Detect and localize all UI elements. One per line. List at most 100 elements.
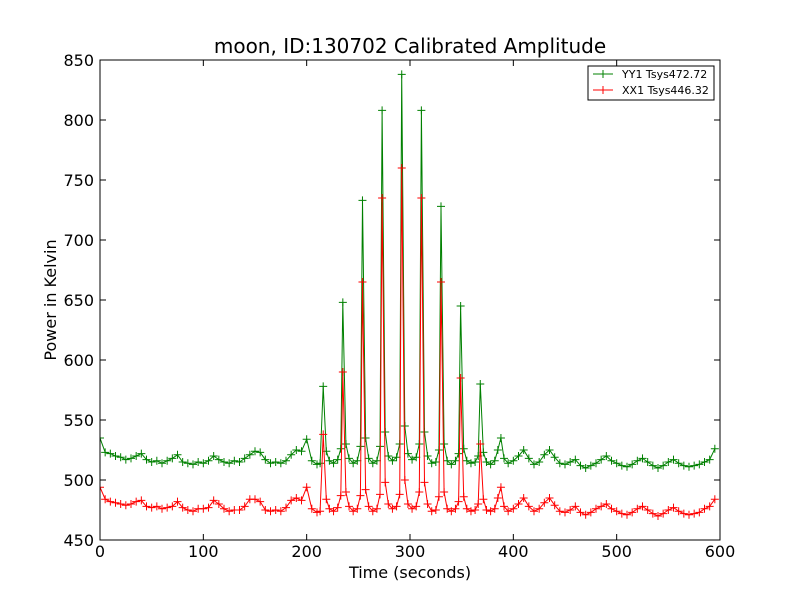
data-point — [199, 459, 208, 468]
data-point — [566, 506, 575, 514]
data-point — [364, 454, 373, 463]
data-point — [142, 502, 151, 511]
data-point — [592, 459, 600, 468]
data-point — [500, 502, 509, 511]
data-point — [524, 502, 533, 511]
data-point — [349, 459, 358, 468]
data-point — [121, 501, 130, 510]
data-point — [361, 485, 370, 494]
data-point — [158, 504, 166, 513]
data-point — [412, 453, 421, 462]
data-point — [607, 456, 616, 465]
legend-entry-xx1: XX1 Tsys446.32 — [593, 84, 709, 97]
data-point — [297, 447, 306, 456]
data-point — [423, 452, 432, 460]
data-point — [132, 497, 141, 506]
data-point — [669, 455, 678, 464]
data-point — [111, 498, 120, 507]
y-tick-label: 650 — [63, 291, 94, 310]
data-point — [106, 449, 115, 458]
data-point — [471, 458, 480, 466]
data-point — [168, 502, 177, 511]
data-point — [230, 456, 239, 465]
data-point — [336, 491, 345, 500]
data-point — [456, 302, 465, 310]
data-point — [566, 458, 575, 466]
data-point — [482, 506, 491, 514]
data-point — [633, 504, 642, 513]
data-point — [443, 456, 452, 465]
data-point — [225, 507, 234, 516]
data-point — [519, 494, 528, 502]
data-point — [524, 454, 533, 463]
data-point — [292, 494, 301, 502]
data-point — [648, 461, 657, 470]
data-point — [617, 461, 626, 470]
data-point — [476, 440, 485, 448]
data-point — [597, 455, 606, 464]
data-point — [271, 506, 280, 514]
x-tick-label: 500 — [601, 542, 632, 561]
data-point — [194, 458, 203, 466]
data-point — [333, 503, 342, 512]
data-point — [654, 512, 662, 520]
data-point — [245, 450, 254, 459]
data-point — [372, 456, 381, 465]
legend: YY1 Tsys472.72 XX1 Tsys446.32 — [587, 65, 715, 101]
data-point — [341, 440, 350, 448]
data-point — [329, 507, 338, 516]
data-point — [700, 458, 709, 466]
data-point — [576, 508, 585, 517]
data-point — [555, 507, 564, 516]
data-point — [454, 497, 463, 506]
data-point — [500, 454, 509, 463]
data-point — [209, 496, 218, 505]
data-point — [302, 483, 311, 492]
data-point — [173, 450, 182, 459]
data-point — [643, 506, 652, 514]
data-point — [586, 508, 595, 517]
data-point — [292, 446, 301, 454]
data-point — [116, 453, 125, 462]
data-point — [628, 460, 637, 469]
data-point — [345, 454, 354, 463]
data-point — [282, 503, 290, 512]
legend-label-xx1: XX1 Tsys446.32 — [622, 84, 709, 97]
legend-box — [587, 65, 715, 101]
data-point — [266, 507, 275, 516]
data-point — [322, 495, 331, 504]
data-point — [101, 448, 110, 457]
x-tick-label: 100 — [188, 542, 219, 561]
data-point — [137, 496, 146, 505]
data-point — [648, 509, 657, 518]
data-point — [403, 449, 412, 458]
data-point — [451, 504, 460, 513]
data-point — [440, 488, 449, 496]
data-point — [101, 495, 110, 504]
data-point — [679, 461, 688, 470]
data-point — [586, 461, 595, 470]
data-point — [329, 459, 338, 468]
data-point — [423, 500, 432, 508]
data-point — [336, 444, 345, 453]
data-point — [116, 500, 125, 508]
x-tick-label: 0 — [95, 542, 105, 561]
data-point — [287, 450, 296, 459]
data-point — [276, 459, 285, 468]
data-point — [353, 504, 362, 513]
data-point — [297, 496, 306, 505]
data-point — [576, 461, 585, 470]
data-point — [490, 504, 499, 513]
data-point — [388, 504, 397, 513]
y-tick-label: 700 — [63, 231, 94, 250]
data-point — [705, 502, 714, 511]
data-point — [571, 502, 580, 511]
data-point — [381, 428, 390, 436]
data-point — [476, 380, 485, 388]
data-point — [378, 106, 387, 115]
data-point — [561, 460, 569, 469]
data-point — [372, 504, 381, 513]
data-point — [540, 498, 549, 507]
data-point — [427, 459, 436, 468]
legend-marker-xx1 — [599, 86, 607, 94]
